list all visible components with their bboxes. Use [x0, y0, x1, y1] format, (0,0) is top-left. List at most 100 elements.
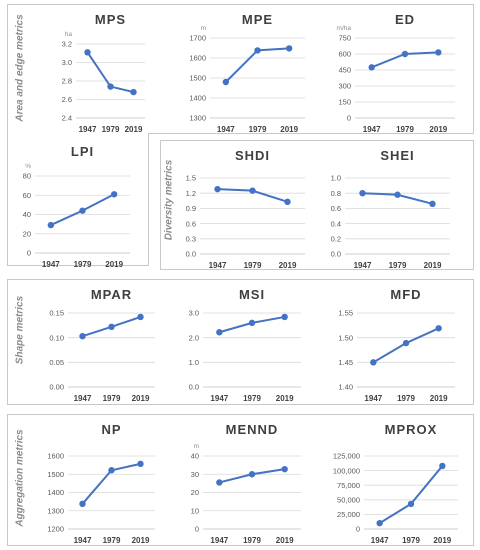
chart-ed: ED m/ha 0 150 300 450 600 750 1947 1979 2019: [337, 12, 455, 134]
msi-x-tick-label: 2019: [276, 394, 294, 403]
chart-np: NP 1200 1300 1400 1500 1600 1947 1979 2019: [47, 422, 155, 545]
np-data-point: [108, 467, 115, 474]
mps-y-tick-label: 3.2: [62, 40, 72, 49]
shei-x-tick-label: 1947: [354, 261, 372, 270]
mennd-data-point: [216, 479, 223, 486]
area-edge-group-box: [7, 4, 474, 134]
shdi-y-tick-label: 1.5: [186, 174, 196, 183]
shei-y-tick-label: 0.8: [331, 189, 341, 198]
mps-x-tick-label: 1947: [79, 125, 97, 134]
shei-y-tick-label: 0.2: [331, 235, 341, 244]
lpi-y-tick-label: 60: [23, 191, 31, 200]
lpi-title: LPI: [71, 144, 94, 159]
mpe-data-point: [254, 47, 261, 54]
mprox-y-tick-label: 75,000: [337, 481, 360, 490]
shei-y-tick-label: 1.0: [331, 174, 341, 183]
chart-msi: MSI 0.0 1.0 2.0 3.0 1947 1979 2019: [189, 287, 301, 403]
ed-unit-label: m/ha: [337, 25, 352, 32]
mps-data-point: [130, 88, 137, 96]
mpe-y-tick-label: 1600: [189, 54, 206, 63]
mps-y-tick-label: 3.0: [62, 58, 72, 67]
msi-y-tick-label: 0.0: [189, 383, 199, 392]
mfd-data-point: [370, 359, 377, 366]
mpe-x-tick-label: 1947: [217, 125, 235, 134]
mpe-y-tick-label: 1700: [189, 34, 206, 43]
mennd-y-tick-label: 0: [195, 525, 199, 534]
msi-data-point: [248, 319, 256, 327]
mps-y-tick-label: 2.6: [62, 95, 72, 104]
mprox-data-point: [376, 519, 383, 527]
ed-x-tick-label: 2019: [429, 125, 447, 134]
mprox-y-tick-label: 125,000: [333, 452, 360, 461]
ed-x-tick-label: 1947: [363, 125, 381, 134]
mpar-title: MPAR: [91, 287, 132, 302]
mfd-y-tick-label: 1.45: [338, 358, 353, 367]
mpar-y-tick-label: 0.05: [49, 358, 64, 367]
shei-title: SHEI: [380, 148, 414, 163]
chart-mps: MPS ha 2.4 2.6 2.8 3.0 3.2 1947 1979 2019: [62, 12, 145, 134]
mprox-x-tick-label: 2019: [433, 536, 451, 545]
shei-x-tick-label: 2019: [424, 261, 442, 270]
np-data-point: [137, 460, 144, 468]
group-label-diversity: Diversity metrics: [163, 159, 175, 241]
shdi-data-point: [214, 185, 221, 193]
mennd-data-point: [248, 471, 256, 478]
ed-y-tick-label: 600: [338, 50, 351, 59]
mpe-x-tick-label: 1979: [249, 125, 267, 134]
mpar-data-point: [108, 323, 115, 331]
chart-mpar: MPAR 0.00 0.05 0.10 0.15 1947 1979 2019: [49, 287, 155, 403]
ed-y-tick-label: 150: [338, 98, 351, 107]
mfd-y-tick-label: 1.55: [338, 309, 353, 318]
lpi-y-tick-label: 20: [23, 229, 31, 238]
diversity-group-box: [160, 140, 474, 270]
chart-mfd: MFD 1.40 1.45 1.50 1.55 1947 1979 2019: [338, 287, 455, 403]
shdi-data-point: [284, 198, 291, 206]
mprox-title: MPROX: [385, 422, 438, 437]
mfd-x-tick-label: 2019: [430, 394, 448, 403]
np-y-tick-label: 1400: [47, 488, 64, 497]
np-y-tick-label: 1200: [47, 525, 64, 534]
mennd-title: MENND: [226, 422, 279, 437]
group-label-area-edge: Area and edge metrics: [14, 14, 26, 122]
mfd-title: MFD: [390, 287, 421, 302]
mpe-y-tick-label: 1500: [189, 74, 206, 83]
ed-data-point: [435, 49, 442, 56]
np-title: NP: [101, 422, 121, 437]
shei-data-point: [394, 191, 401, 198]
mennd-y-tick-label: 30: [191, 470, 199, 479]
shdi-y-tick-label: 0.6: [186, 219, 196, 228]
mps-x-tick-label: 1979: [102, 125, 120, 134]
mennd-x-tick-label: 1979: [243, 536, 261, 545]
mprox-y-tick-label: 0: [356, 525, 360, 534]
mpe-y-tick-label: 1300: [189, 114, 206, 123]
chart-shei: SHEI 0.0 0.2 0.4 0.6 0.8 1.0 1947 1979 2019: [331, 148, 450, 270]
msi-x-tick-label: 1947: [210, 394, 228, 403]
msi-y-tick-label: 1.0: [189, 358, 199, 367]
mpar-y-tick-label: 0.00: [49, 383, 64, 392]
mennd-x-tick-label: 1947: [210, 536, 228, 545]
mps-title: MPS: [95, 12, 126, 27]
mprox-data-point: [407, 500, 415, 508]
mpar-x-tick-label: 2019: [132, 394, 150, 403]
msi-data-point: [216, 329, 223, 336]
np-y-tick-label: 1300: [47, 506, 64, 515]
shdi-data-point: [249, 187, 256, 194]
mprox-x-tick-label: 1947: [371, 536, 389, 545]
shdi-y-tick-label: 0.0: [186, 250, 196, 259]
mps-data-point: [107, 83, 114, 90]
mps-y-tick-label: 2.4: [62, 114, 72, 123]
lpi-x-tick-label: 1947: [42, 260, 60, 269]
mfd-data-point: [435, 325, 442, 332]
chart-lpi: LPI% 0 20 40 60 80 1947 1979 2019: [23, 144, 130, 269]
chart-mennd: MENND m 0 10 20 30 40 1947 1979 2019: [191, 422, 301, 545]
lpi-data-point: [110, 191, 118, 198]
mfd-data-point: [402, 339, 410, 347]
msi-y-tick-label: 2.0: [189, 333, 199, 342]
mpar-x-tick-label: 1947: [74, 394, 92, 403]
mpe-title: MPE: [242, 12, 273, 27]
lpi-x-tick-label: 1979: [74, 260, 92, 269]
np-x-tick-label: 1979: [103, 536, 121, 545]
ed-data-point: [368, 64, 375, 71]
ed-data-point: [401, 50, 409, 58]
np-y-tick-label: 1500: [47, 470, 64, 479]
